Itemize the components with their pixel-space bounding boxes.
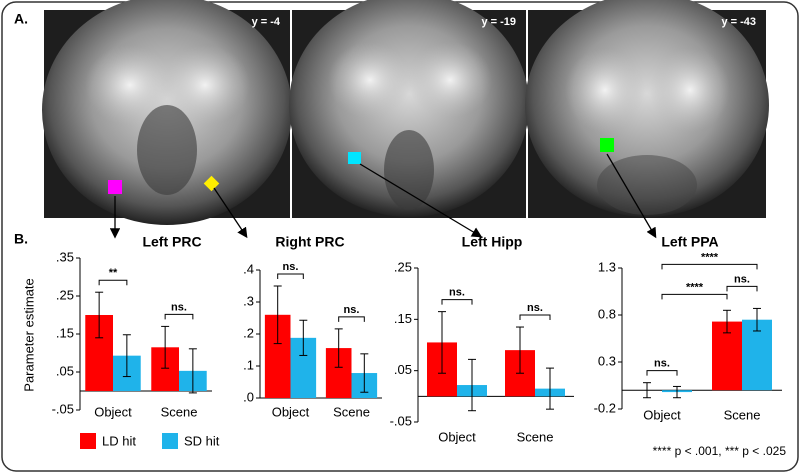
- slice-label: y = -19: [481, 16, 516, 28]
- significance-label: ns.: [171, 301, 187, 313]
- significance-bracket: [98, 279, 128, 286]
- slice-label: y = -4: [252, 16, 281, 28]
- slice-label: y = -43: [721, 16, 756, 28]
- brain-images: [42, 0, 769, 225]
- y-tick-label: 0.3: [598, 353, 616, 368]
- legend-swatch: [162, 433, 178, 449]
- significance-label: ns.: [527, 302, 543, 314]
- y-tick-label: .25: [394, 259, 412, 274]
- x-tick-label: Object: [643, 407, 681, 422]
- arrows: [109, 153, 657, 239]
- y-tick-label: .4: [243, 261, 254, 276]
- panel-label: B.: [14, 231, 28, 247]
- y-tick-label: .2: [243, 325, 254, 340]
- chart-title: Left Hipp: [462, 234, 523, 250]
- y-tick-label: 0.8: [598, 306, 616, 321]
- legend-label: LD hit: [102, 433, 136, 448]
- y-tick-label: .05: [394, 362, 412, 377]
- significance-label: ****: [686, 281, 704, 293]
- significance-bracket: [661, 293, 728, 300]
- y-tick-label: -0.2: [594, 400, 616, 415]
- significance-bracket: [164, 313, 194, 320]
- significance-label: **: [109, 267, 118, 279]
- y-tick-label: .15: [56, 325, 74, 340]
- legend-label: SD hit: [184, 433, 220, 448]
- x-tick-label: Scene: [161, 404, 198, 419]
- significance-bracket: [338, 316, 365, 322]
- significance-label: ns.: [654, 358, 670, 370]
- y-tick-label: .15: [394, 311, 412, 326]
- y-tick-label: .0: [243, 389, 254, 404]
- significance-bracket: [726, 285, 758, 292]
- y-axis-label: Parameter estimate: [21, 278, 36, 391]
- y-tick-label: .25: [56, 287, 74, 302]
- y-tick-label: .3: [243, 293, 254, 308]
- significance-bracket: [519, 314, 551, 321]
- x-tick-label: Scene: [333, 404, 370, 419]
- significance-label: ****: [701, 251, 719, 263]
- significance-bracket: [441, 299, 473, 305]
- panel-label: A.: [14, 11, 28, 27]
- y-tick-label: -.05: [52, 401, 74, 416]
- x-tick-label: Object: [438, 429, 476, 444]
- significance-label: ns.: [734, 273, 750, 285]
- significance-bracket: [277, 273, 304, 279]
- significance-label: ns.: [449, 287, 465, 299]
- y-tick-label: 1.3: [598, 259, 616, 274]
- x-tick-label: Scene: [517, 429, 554, 444]
- footnote: **** p < .001, *** p < .025: [653, 444, 787, 458]
- significance-label: ns.: [283, 261, 299, 273]
- chart-title: Left PPA: [661, 234, 718, 250]
- chart-title: Right PRC: [275, 234, 344, 250]
- x-tick-label: Scene: [724, 407, 761, 422]
- y-tick-label: -.05: [390, 413, 412, 428]
- chart-title: Left PRC: [142, 234, 201, 250]
- y-tick-label: .35: [56, 249, 74, 264]
- legend-swatch: [80, 433, 96, 449]
- significance-bracket: [661, 263, 758, 270]
- x-tick-label: Object: [272, 404, 310, 419]
- significance-bracket: [646, 370, 678, 376]
- significance-label: ns.: [344, 304, 360, 316]
- y-tick-label: .05: [56, 363, 74, 378]
- x-tick-label: Object: [94, 404, 132, 419]
- roi-markers: [108, 138, 614, 194]
- y-tick-label: .1: [243, 357, 254, 372]
